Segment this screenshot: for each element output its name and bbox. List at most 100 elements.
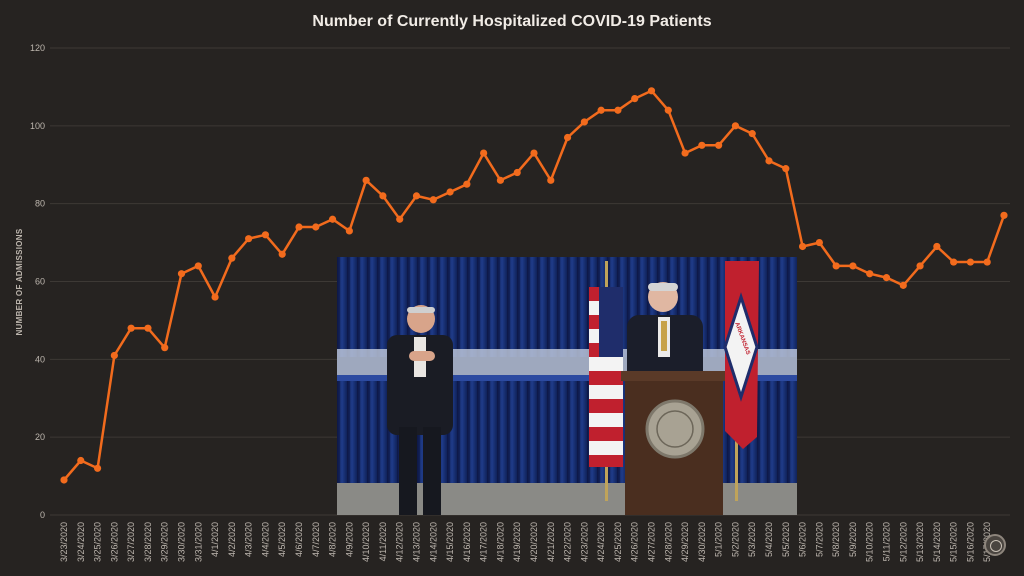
x-tick-label: 3/30/2020 bbox=[177, 522, 187, 562]
data-point bbox=[950, 258, 958, 266]
data-point bbox=[664, 106, 672, 114]
x-tick-label: 4/29/2020 bbox=[680, 522, 690, 562]
x-tick-label: 3/26/2020 bbox=[109, 522, 119, 562]
x-tick-label: 5/12/2020 bbox=[898, 522, 908, 562]
speaker-figure bbox=[627, 282, 703, 385]
data-point bbox=[513, 168, 521, 177]
data-point bbox=[345, 227, 353, 235]
x-tick-label: 4/21/2020 bbox=[546, 522, 556, 562]
us-flag bbox=[589, 261, 623, 501]
data-point bbox=[496, 176, 505, 184]
x-tick-label: 5/9/2020 bbox=[848, 522, 858, 557]
x-tick-label: 4/27/2020 bbox=[647, 522, 657, 562]
data-point bbox=[77, 456, 85, 465]
data-point bbox=[748, 130, 756, 138]
data-point bbox=[530, 149, 538, 157]
x-tick-label: 5/8/2020 bbox=[831, 522, 841, 557]
x-tick-label: 5/7/2020 bbox=[814, 522, 824, 557]
data-point bbox=[446, 188, 454, 196]
x-tick-label: 5/3/2020 bbox=[747, 522, 757, 557]
x-tick-label: 4/30/2020 bbox=[697, 522, 707, 562]
video-inset[interactable]: ARKANSAS bbox=[337, 257, 797, 515]
data-point bbox=[161, 344, 169, 352]
x-tick-label: 4/6/2020 bbox=[294, 522, 304, 557]
x-tick-label: 4/14/2020 bbox=[428, 522, 438, 562]
data-point bbox=[547, 176, 555, 184]
data-point bbox=[631, 94, 639, 103]
x-tick-label: 4/9/2020 bbox=[344, 522, 354, 557]
data-point bbox=[177, 270, 186, 278]
y-tick-label: 20 bbox=[35, 432, 45, 442]
x-tick-label: 5/4/2020 bbox=[764, 522, 774, 557]
data-point bbox=[563, 133, 572, 142]
y-tick-label: 80 bbox=[35, 199, 45, 209]
x-tick-label: 4/18/2020 bbox=[495, 522, 505, 562]
data-point bbox=[614, 106, 622, 114]
y-tick-label: 120 bbox=[30, 43, 45, 53]
data-point bbox=[882, 274, 891, 282]
state-seal-icon bbox=[984, 534, 1006, 556]
data-point bbox=[480, 149, 488, 157]
x-tick-label: 4/25/2020 bbox=[613, 522, 623, 562]
data-point bbox=[832, 262, 840, 270]
data-point bbox=[765, 157, 773, 165]
data-point bbox=[110, 351, 118, 360]
data-point bbox=[849, 262, 857, 270]
y-axis-label: NUMBER OF ADMISSIONS bbox=[15, 228, 24, 335]
x-tick-label: 4/5/2020 bbox=[277, 522, 287, 557]
data-point bbox=[798, 242, 807, 251]
data-point bbox=[580, 118, 588, 126]
x-tick-label: 4/19/2020 bbox=[512, 522, 522, 562]
x-tick-label: 4/11/2020 bbox=[378, 522, 388, 561]
data-point bbox=[731, 122, 740, 130]
x-tick-label: 4/4/2020 bbox=[260, 522, 270, 557]
podium bbox=[621, 371, 727, 515]
y-axis-ticks: 0 20 40 60 80 100 120 bbox=[30, 43, 45, 520]
data-point bbox=[916, 262, 924, 270]
x-tick-label: 3/25/2020 bbox=[93, 522, 103, 562]
y-tick-label: 60 bbox=[35, 277, 45, 287]
data-point bbox=[379, 192, 387, 200]
data-point bbox=[60, 476, 68, 484]
x-tick-label: 4/2/2020 bbox=[227, 522, 237, 557]
x-tick-label: 5/11/2020 bbox=[882, 522, 892, 561]
x-tick-label: 4/15/2020 bbox=[445, 522, 455, 562]
x-tick-label: 4/22/2020 bbox=[563, 522, 573, 562]
data-point bbox=[698, 141, 706, 149]
x-tick-label: 4/12/2020 bbox=[395, 522, 405, 562]
data-point bbox=[597, 106, 605, 114]
x-tick-label: 4/23/2020 bbox=[579, 522, 589, 562]
data-point bbox=[681, 149, 689, 157]
data-point bbox=[815, 238, 823, 247]
data-point bbox=[647, 87, 656, 95]
x-tick-label: 4/20/2020 bbox=[529, 522, 539, 562]
x-tick-label: 4/1/2020 bbox=[210, 522, 220, 557]
press-conference-scene: ARKANSAS bbox=[337, 257, 797, 515]
chart-title: Number of Currently Hospitalized COVID-1… bbox=[312, 13, 711, 30]
data-point bbox=[1000, 211, 1008, 219]
data-point bbox=[899, 281, 907, 289]
data-point bbox=[144, 324, 152, 332]
arkansas-flag: ARKANSAS bbox=[723, 261, 759, 501]
data-point bbox=[412, 192, 421, 200]
y-tick-label: 100 bbox=[30, 121, 45, 131]
x-tick-label: 4/10/2020 bbox=[361, 522, 371, 562]
x-tick-label: 5/14/2020 bbox=[932, 522, 942, 562]
x-tick-label: 5/1/2020 bbox=[714, 522, 724, 557]
x-tick-label: 4/13/2020 bbox=[412, 522, 422, 562]
data-point bbox=[278, 250, 286, 258]
x-tick-label: 3/28/2020 bbox=[143, 522, 153, 562]
x-tick-label: 5/16/2020 bbox=[965, 522, 975, 562]
data-point bbox=[866, 270, 874, 278]
x-axis-ticks: 3/23/2020 3/24/2020 3/25/2020 3/26/2020 3/27… bbox=[59, 522, 992, 562]
x-tick-label: 4/24/2020 bbox=[596, 522, 606, 562]
x-tick-label: 5/2/2020 bbox=[730, 522, 740, 557]
data-point bbox=[328, 215, 337, 223]
y-tick-label: 0 bbox=[40, 510, 45, 520]
data-point bbox=[295, 223, 303, 231]
data-point bbox=[715, 141, 723, 149]
x-tick-label: 4/28/2020 bbox=[663, 522, 673, 562]
data-point bbox=[362, 176, 370, 184]
data-point bbox=[933, 242, 941, 251]
x-tick-label: 3/24/2020 bbox=[76, 522, 86, 562]
